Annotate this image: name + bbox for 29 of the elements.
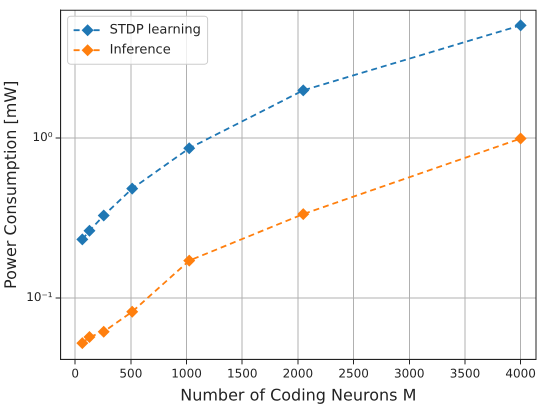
point — [83, 224, 96, 237]
point — [514, 132, 527, 145]
x-tick-label: 500 — [119, 366, 142, 381]
y-tick-label: 10⁻¹ — [26, 290, 53, 304]
point — [297, 84, 310, 96]
point — [83, 331, 96, 343]
point — [98, 210, 110, 222]
point — [76, 337, 88, 350]
x-tick-label: 0 — [71, 366, 80, 381]
x-axis-title: Number of Coding Neurons M — [180, 386, 416, 405]
x-tick-label: 4000 — [505, 366, 536, 381]
legend-label: Inference — [110, 42, 171, 58]
point — [126, 182, 138, 195]
legend-label: STDP learning — [110, 22, 201, 38]
y-tick-label: 10⁰ — [32, 130, 53, 144]
point — [297, 208, 310, 220]
x-tick-label: 1000 — [171, 366, 202, 381]
point — [183, 142, 196, 154]
point — [514, 19, 527, 32]
x-tick-label: 2000 — [282, 366, 314, 381]
y-axis-title: Power Consumption [mW] — [0, 80, 20, 290]
x-tick-label: 3000 — [394, 366, 425, 381]
x-tick-label: 3500 — [450, 366, 480, 381]
point — [183, 254, 196, 267]
point — [98, 326, 110, 338]
point — [126, 306, 138, 318]
x-tick-label: 1500 — [226, 366, 258, 381]
x-tick-label: 2500 — [338, 366, 369, 381]
point — [76, 233, 88, 246]
